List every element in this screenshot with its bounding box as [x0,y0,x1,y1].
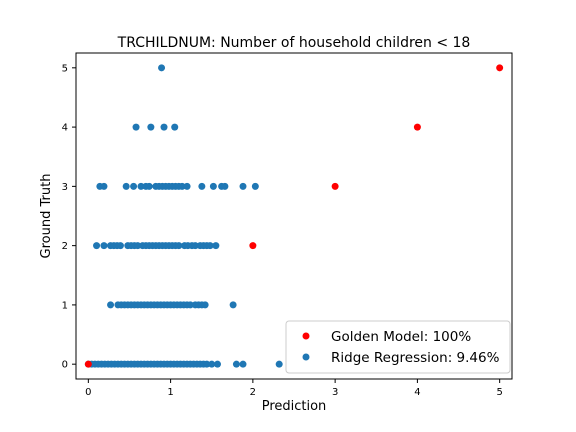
data-point [239,182,247,190]
data-point [137,182,145,190]
y-axis: 0 1 2 3 4 5 [62,63,76,371]
x-tick-label: 2 [250,387,256,398]
data-point [413,123,421,131]
data-point [331,182,339,190]
y-tick-label: 2 [62,241,68,252]
plot-frame [75,52,513,380]
data-point [232,360,240,368]
data-point [93,242,101,250]
series-ridge [84,64,283,368]
data-point [116,242,124,250]
data-point [229,301,237,309]
legend-box [285,320,511,374]
data-point [203,360,211,368]
plot-area [84,64,504,368]
data-point [134,242,142,250]
data-point [100,242,108,250]
data-point [171,123,179,131]
data-point [183,182,191,190]
legend-marker-golden [302,332,310,340]
data-point [208,360,216,368]
legend-marker-ridge [302,353,310,361]
data-point [160,123,168,131]
legend: Golden Model: 100% Ridge Regression: 9.4… [285,320,511,374]
x-tick-label: 3 [332,387,338,398]
y-tick-label: 3 [62,182,68,193]
data-point [178,182,186,190]
legend-label-ridge: Ridge Regression: 9.46% [331,350,500,366]
data-point [201,301,209,309]
x-tick-label: 1 [167,387,173,398]
legend-label-golden: Golden Model: 100% [331,329,471,345]
data-point [100,182,108,190]
data-point [175,242,183,250]
data-point [191,242,199,250]
y-tick-label: 5 [62,63,68,74]
series-golden [84,64,504,368]
data-point [249,242,257,250]
data-point [147,123,155,131]
x-axis: 0 1 2 3 4 5 [85,379,503,398]
data-point [221,182,229,190]
data-point [496,64,504,72]
y-tick-label: 4 [62,123,68,134]
data-point [209,182,217,190]
data-point [145,182,153,190]
x-tick-label: 4 [414,387,420,398]
data-point [130,182,138,190]
x-tick-label: 5 [496,387,502,398]
data-point [122,182,130,190]
y-tick-label: 0 [62,360,68,371]
data-point [198,182,206,190]
data-point [186,301,194,309]
y-tick-label: 1 [62,300,68,311]
x-tick-label: 0 [85,387,91,398]
data-point [158,64,166,72]
data-point [84,360,92,368]
data-point [107,301,115,309]
data-point [206,242,214,250]
y-axis-label: Ground Truth [39,174,54,259]
data-point [239,360,247,368]
x-axis-label: Prediction [262,399,327,414]
data-point [251,182,259,190]
chart-title: TRCHILDNUM: Number of household children… [117,35,471,51]
data-point [275,360,283,368]
data-point [212,242,220,250]
data-point [213,360,221,368]
data-point [132,123,140,131]
